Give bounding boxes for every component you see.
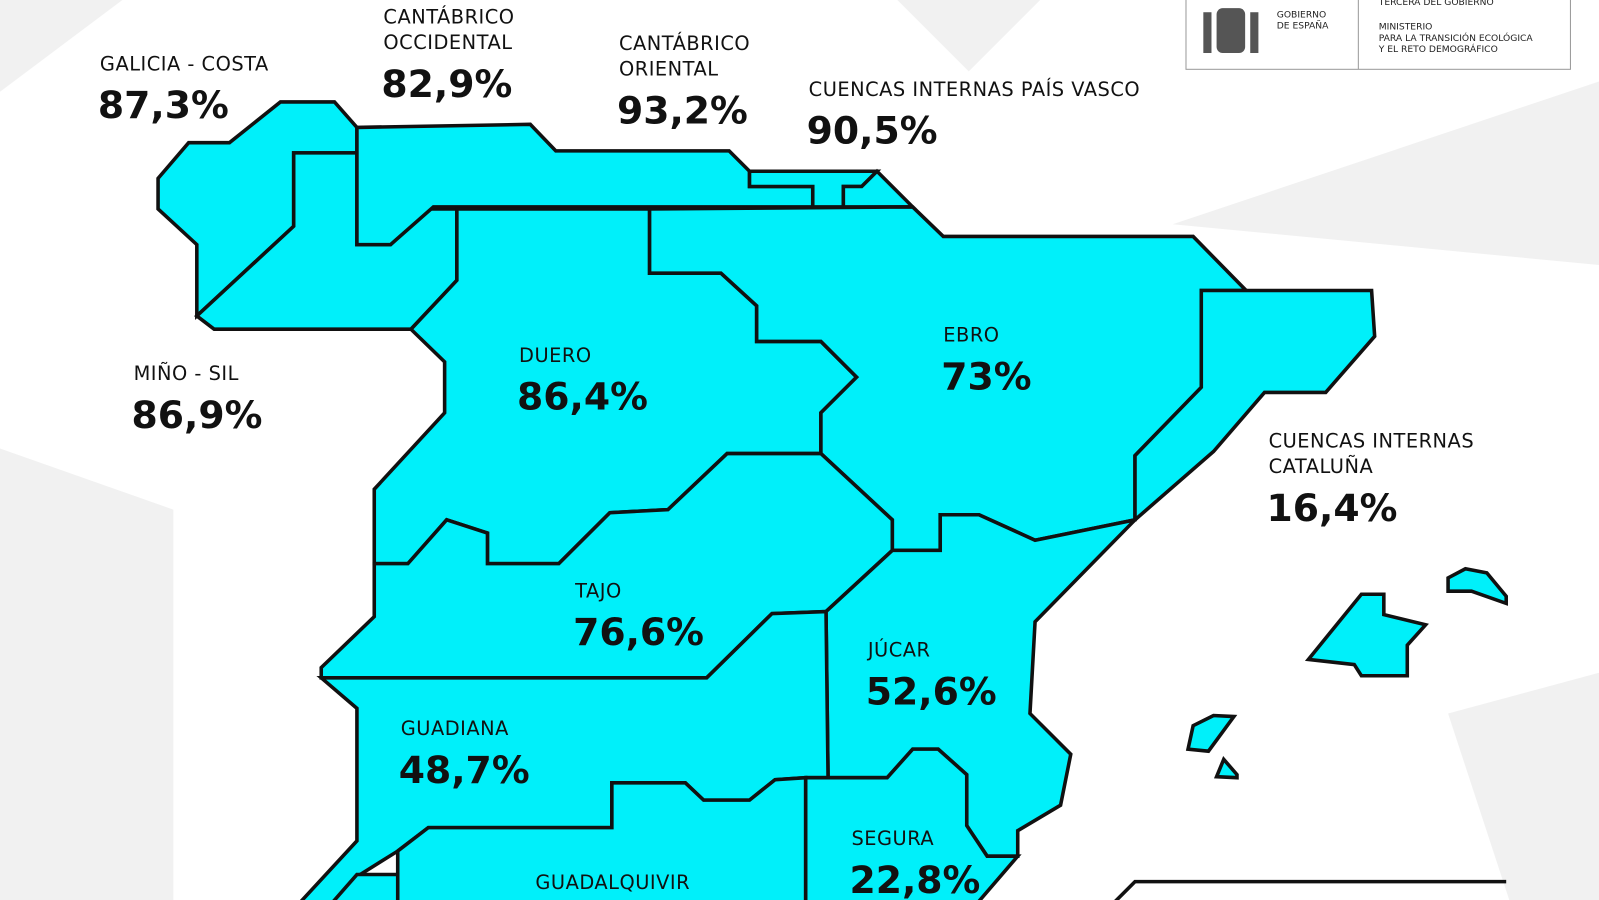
cataluna [1133, 288, 1377, 524]
logo-text: GOBIERNO [1277, 9, 1327, 20]
region-name: CATALUÑA [1269, 455, 1374, 478]
formentera [1213, 755, 1239, 780]
region-value: 76,6% [573, 610, 704, 654]
region-value: 90,5% [807, 109, 938, 153]
menorca [1446, 566, 1508, 606]
region-name: CANTÁBRICO [619, 32, 750, 55]
canarias-frame [1114, 879, 1507, 900]
region-name: ORIENTAL [619, 57, 719, 80]
tinto-odiel [332, 872, 400, 900]
segura [803, 747, 1022, 900]
logo-text: PARA LA TRANSICIÓN ECOLÓGICA [1379, 32, 1534, 44]
region-name: GALICIA - COSTA [100, 52, 269, 75]
region-value: 52,6% [866, 669, 997, 713]
region-value: 16,4% [1267, 486, 1398, 530]
region-name: JÚCAR [867, 637, 931, 661]
region-name: CUENCAS INTERNAS [1269, 429, 1475, 452]
region-name: MIÑO - SIL [134, 362, 239, 385]
coat-of-arms [1203, 8, 1259, 54]
region-value: 22,8% [849, 858, 980, 900]
basins [156, 100, 1508, 900]
region-name: CUENCAS INTERNAS PAÍS VASCO [809, 78, 1140, 101]
region-value: 93,2% [617, 88, 748, 132]
logo-box [1185, 0, 1571, 70]
region-name: DUERO [519, 344, 592, 367]
region-value: 86,9% [132, 393, 263, 437]
logo-text: Y EL RETO DEMOGRÁFICO [1378, 43, 1498, 55]
ibiza [1185, 713, 1238, 754]
region-name: CANTÁBRICO [383, 5, 514, 28]
region-value: 87,3% [98, 83, 229, 127]
logo-text: TERCERA DEL GOBIERNO [1378, 0, 1494, 8]
region-name: OCCIDENTAL [383, 31, 512, 54]
pais-vasco [841, 168, 918, 209]
region-value: 86,4% [517, 375, 648, 419]
region-value: 73% [941, 354, 1031, 398]
region-name: GUADIANA [401, 717, 509, 740]
logo-text: DE ESPAÑA [1277, 21, 1329, 32]
region-value: 82,9% [381, 62, 512, 106]
region-name: EBRO [943, 323, 999, 346]
region-value: 48,7% [399, 748, 530, 792]
region-name: TAJO [574, 579, 622, 602]
logo [1185, 0, 1571, 70]
guadalquivir [395, 775, 808, 900]
mallorca [1304, 592, 1429, 678]
region-name: SEGURA [852, 827, 935, 850]
logo-text: MINISTERIO [1379, 22, 1433, 33]
region-name: GUADALQUIVIR [535, 871, 690, 894]
